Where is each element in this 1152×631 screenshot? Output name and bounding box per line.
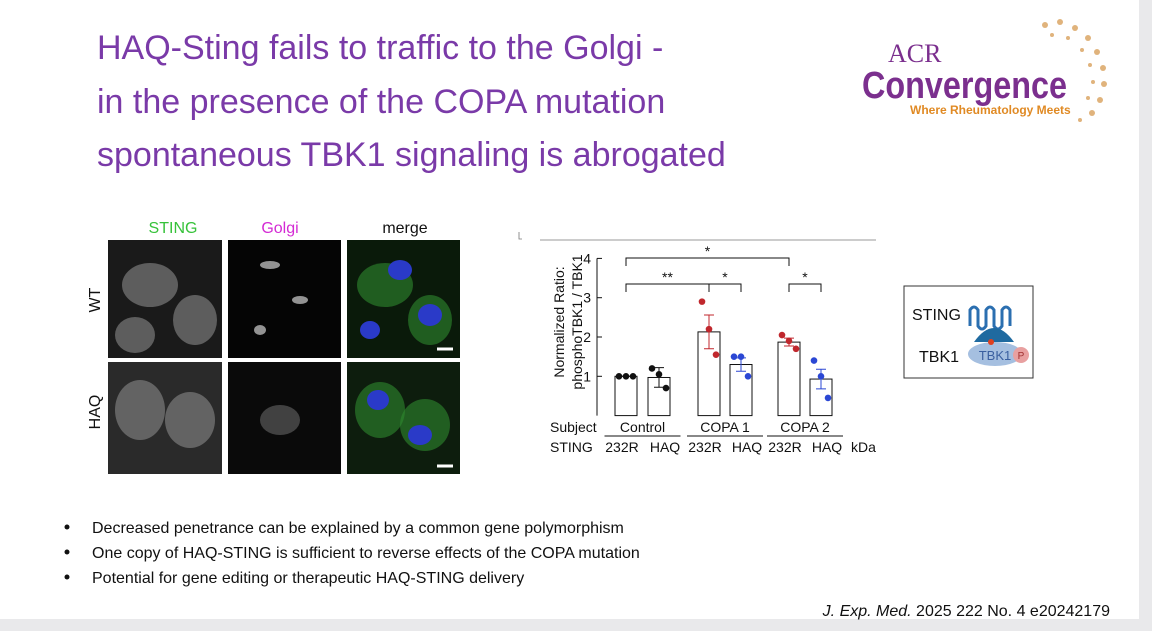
citation-journal: J. Exp. Med.	[822, 603, 912, 620]
bullet: Potential for gene editing or therapeuti…	[92, 570, 524, 587]
title-line: spontaneous TBK1 signaling is abrogated	[97, 136, 726, 174]
row-label: WT	[87, 287, 104, 312]
column-label: STING	[149, 220, 198, 237]
column-label: Golgi	[261, 220, 298, 237]
logo-text: ACR	[888, 39, 942, 68]
data-point	[824, 394, 832, 402]
column-label: merge	[382, 220, 427, 237]
bar	[777, 341, 801, 417]
x-tick-label: 232R	[768, 439, 801, 455]
x-tick-label: 232R	[605, 439, 638, 455]
micrographs: STING Golgi merge WT HAQ	[87, 220, 460, 474]
bullet-list: Decreased penetrance can be explained by…	[64, 520, 640, 587]
bar	[614, 375, 638, 417]
data-point	[792, 345, 800, 353]
data-point	[778, 331, 786, 339]
citation: J. Exp. Med. 2025 222 No. 4 e20242179	[822, 603, 1110, 620]
data-point	[810, 357, 818, 364]
data-point	[744, 373, 752, 380]
y-tick-label: 1	[583, 368, 591, 384]
data-point	[705, 325, 713, 333]
data-point	[712, 351, 720, 358]
significance-bracket	[625, 257, 790, 266]
diagram-label: STING	[912, 307, 961, 324]
diagram-label: TBK1	[919, 349, 959, 366]
data-point	[622, 373, 630, 380]
significance-label: *	[705, 243, 711, 259]
image-panel	[228, 362, 341, 474]
chart: 1 2 3 4 Normalized Ratio: phosphoTBK1 / TBK1 2…	[550, 243, 876, 455]
significance-label: *	[722, 269, 728, 285]
data-point	[648, 365, 656, 372]
y-tick-label: 4	[583, 250, 591, 266]
data-point	[655, 371, 663, 378]
significance-bracket	[788, 283, 822, 292]
y-axis-label: Normalized Ratio:	[551, 266, 567, 377]
data-point	[730, 353, 738, 360]
row-label: HAQ	[87, 395, 104, 430]
row-label: Subject	[550, 419, 597, 435]
x-tick-label: 232R	[688, 439, 721, 455]
kinase-label: TBK1	[979, 348, 1012, 363]
data-point	[698, 298, 706, 305]
logo: ACR Convergence Where Rheumatology Meets	[862, 19, 1107, 122]
data-point	[615, 373, 623, 380]
citation-rest: 2025 222 No. 4 e20242179	[916, 603, 1110, 620]
group-label: Control	[620, 419, 665, 435]
title-line: in the presence of the COPA mutation	[97, 83, 665, 121]
unit-label: kDa	[851, 439, 876, 455]
group-label: COPA 2	[780, 419, 830, 435]
data-point	[817, 373, 825, 380]
frame-corner	[518, 232, 522, 240]
significance-label: **	[662, 269, 673, 285]
bullet: One copy of HAQ-STING is sufficient to r…	[92, 545, 640, 562]
significance-label: *	[802, 269, 808, 285]
data-point	[629, 373, 637, 380]
phospho-label: P	[1018, 351, 1025, 362]
diagram: STING TBK1 TBK1 P	[903, 285, 1034, 379]
data-point	[662, 384, 670, 392]
x-tick-label: HAQ	[650, 439, 680, 455]
x-tick-label: HAQ	[732, 439, 762, 455]
x-tick-label: HAQ	[812, 439, 842, 455]
data-point	[737, 353, 745, 360]
title-line: HAQ-Sting fails to traffic to the Golgi …	[97, 29, 663, 67]
y-tick-label: 2	[583, 329, 591, 345]
row-label: STING	[550, 439, 593, 455]
y-tick-label: 3	[583, 290, 591, 306]
group-label: COPA 1	[700, 419, 750, 435]
bar	[729, 364, 753, 417]
y-axis-label: phosphoTBK1 / TBK1	[569, 254, 585, 389]
image-panel	[228, 240, 341, 358]
significance-bracket	[708, 283, 742, 292]
bullet: Decreased penetrance can be explained by…	[92, 520, 624, 537]
data-point	[785, 337, 793, 345]
logo-tagline: Where Rheumatology Meets	[910, 103, 1071, 117]
logo-text: Convergence	[862, 65, 1067, 107]
